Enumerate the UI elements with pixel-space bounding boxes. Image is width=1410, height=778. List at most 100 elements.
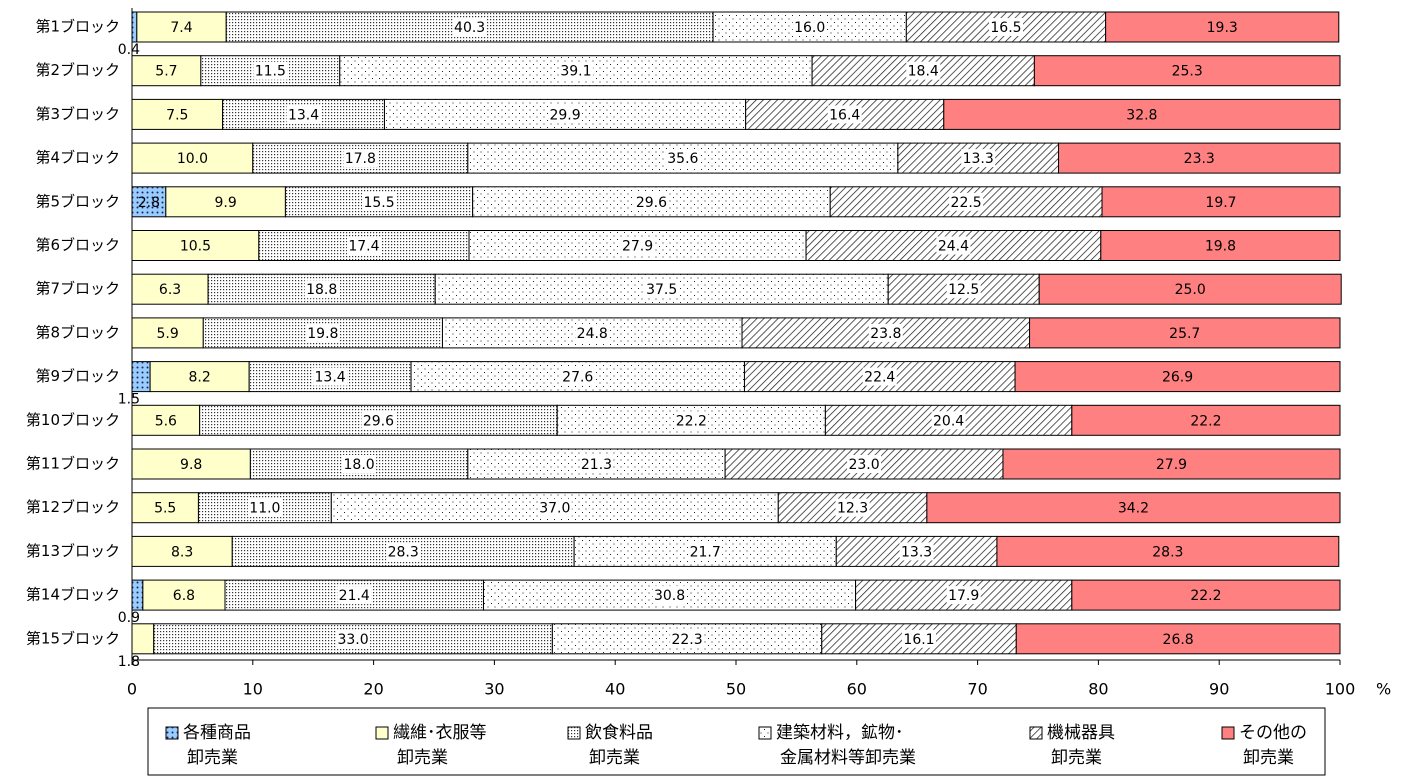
data-label: 22.5 [951, 195, 982, 211]
legend-label: 機械器具卸売業 [1047, 723, 1115, 768]
data-label: 13.4 [288, 107, 319, 123]
bar-segment [1071, 404, 1341, 436]
data-label-bg [644, 280, 679, 299]
data-label: 28.3 [388, 544, 419, 560]
data-label-bg [346, 236, 381, 255]
data-label: 27.9 [1156, 457, 1187, 473]
data-label-bg [337, 586, 372, 605]
data-label: 12.5 [948, 282, 979, 298]
data-label: 9.8 [180, 457, 202, 473]
data-label-bg [304, 280, 339, 299]
x-tick-label: 100 [1325, 680, 1356, 699]
legend-label: 建築材料，鉱物･ 金属材料等卸売業 [776, 723, 916, 768]
bar-segment [131, 492, 199, 524]
data-label: 6.3 [159, 282, 181, 298]
legend-line: 各種商品 [183, 723, 251, 743]
data-label: 28.3 [1152, 544, 1183, 560]
legend-label: 繊維･衣服等卸売業 [393, 723, 487, 768]
y-tick-label: 第6ブロック [35, 236, 120, 254]
data-label: 0.4 [118, 42, 140, 58]
data-label: 19.8 [1205, 239, 1236, 255]
legend-swatch [375, 726, 389, 740]
data-label: 17.8 [345, 151, 376, 167]
data-label-bg [792, 18, 827, 36]
data-label: 13.3 [901, 544, 932, 560]
data-label-bg [620, 236, 655, 255]
y-tick-label: 第9ブロック [35, 367, 120, 385]
data-label: 16.5 [990, 20, 1021, 36]
legend-line: その他の [1239, 723, 1307, 743]
data-label-bg [247, 498, 282, 517]
data-label: 18.8 [306, 282, 337, 298]
y-tick-label: 第12ブロック [26, 498, 120, 516]
data-label: 26.9 [1162, 370, 1193, 386]
data-label-bg [575, 323, 610, 342]
data-label-bg [579, 455, 614, 473]
data-label: 12.3 [837, 501, 868, 517]
data-label: 10.5 [180, 239, 211, 255]
bar-segment [131, 535, 233, 567]
y-tick-label: 第13ブロック [26, 542, 120, 560]
data-label-bg [906, 61, 941, 80]
x-tick-label: 40 [605, 680, 625, 699]
data-label: 8.2 [189, 370, 211, 386]
data-label: 5.9 [157, 326, 179, 342]
y-tick-label: 第4ブロック [35, 149, 120, 167]
data-label: 40.3 [454, 20, 485, 36]
y-tick-label: 第2ブロック [35, 61, 120, 79]
legend-line: 機械器具 [1047, 723, 1115, 743]
legend-label: 各種商品卸売業 [183, 723, 251, 768]
y-tick-label: 第7ブロック [35, 280, 120, 298]
data-label: 7.5 [166, 107, 188, 123]
data-label: 20.4 [933, 413, 964, 429]
bar-segment [131, 230, 260, 261]
data-label: 5.7 [155, 64, 177, 80]
data-label: 13.3 [963, 151, 994, 167]
data-label-bg [936, 236, 971, 255]
data-label: 5.6 [155, 413, 177, 429]
bar-segment [207, 273, 436, 305]
legend-line: 卸売業 [187, 748, 238, 768]
data-label-bg [665, 149, 700, 168]
bar-segment [131, 55, 202, 87]
data-label-bg [902, 629, 937, 648]
bar-segment [149, 361, 250, 393]
x-tick-label: 50 [726, 680, 746, 699]
data-label: 0.9 [118, 610, 140, 626]
bar-segment [131, 98, 224, 130]
data-label: 11.5 [255, 64, 286, 80]
data-label-bg [949, 192, 984, 211]
y-tick-label: 第14ブロック [26, 586, 120, 604]
data-label: 1.5 [118, 392, 140, 408]
data-label-bg [342, 455, 377, 473]
data-label: 1.8 [118, 654, 140, 670]
data-label: 10.0 [177, 151, 208, 167]
bar-segment [943, 98, 1341, 130]
data-label: 11.0 [249, 501, 280, 517]
bar-segment [165, 186, 286, 218]
bar-segment [131, 11, 138, 43]
bar-segment [131, 273, 209, 305]
data-label: 30.8 [654, 588, 685, 604]
legend-line: 飲食料品 [585, 723, 653, 743]
x-tick-label: 80 [1088, 680, 1108, 699]
data-label: 27.9 [622, 239, 653, 255]
data-label: 22.2 [1190, 413, 1221, 429]
bar-segment [926, 492, 1341, 524]
bar-segment [1100, 230, 1341, 261]
data-label: 16.0 [794, 20, 825, 36]
data-label-bg [862, 367, 897, 386]
data-label-bg [634, 192, 669, 211]
data-label: 19.8 [307, 326, 338, 342]
legend-line: 卸売業 [589, 748, 640, 768]
legend-line: 金属材料等卸売業 [780, 748, 916, 768]
legend-swatch [1029, 726, 1043, 740]
data-label-bg [286, 105, 321, 124]
data-label-bg [988, 18, 1023, 36]
data-label: 24.8 [577, 326, 608, 342]
data-label: 17.9 [948, 588, 979, 604]
legend-line: 卸売業 [1051, 748, 1102, 768]
data-label: 13.4 [315, 370, 346, 386]
legend-line: 繊維･衣服等 [393, 723, 487, 743]
